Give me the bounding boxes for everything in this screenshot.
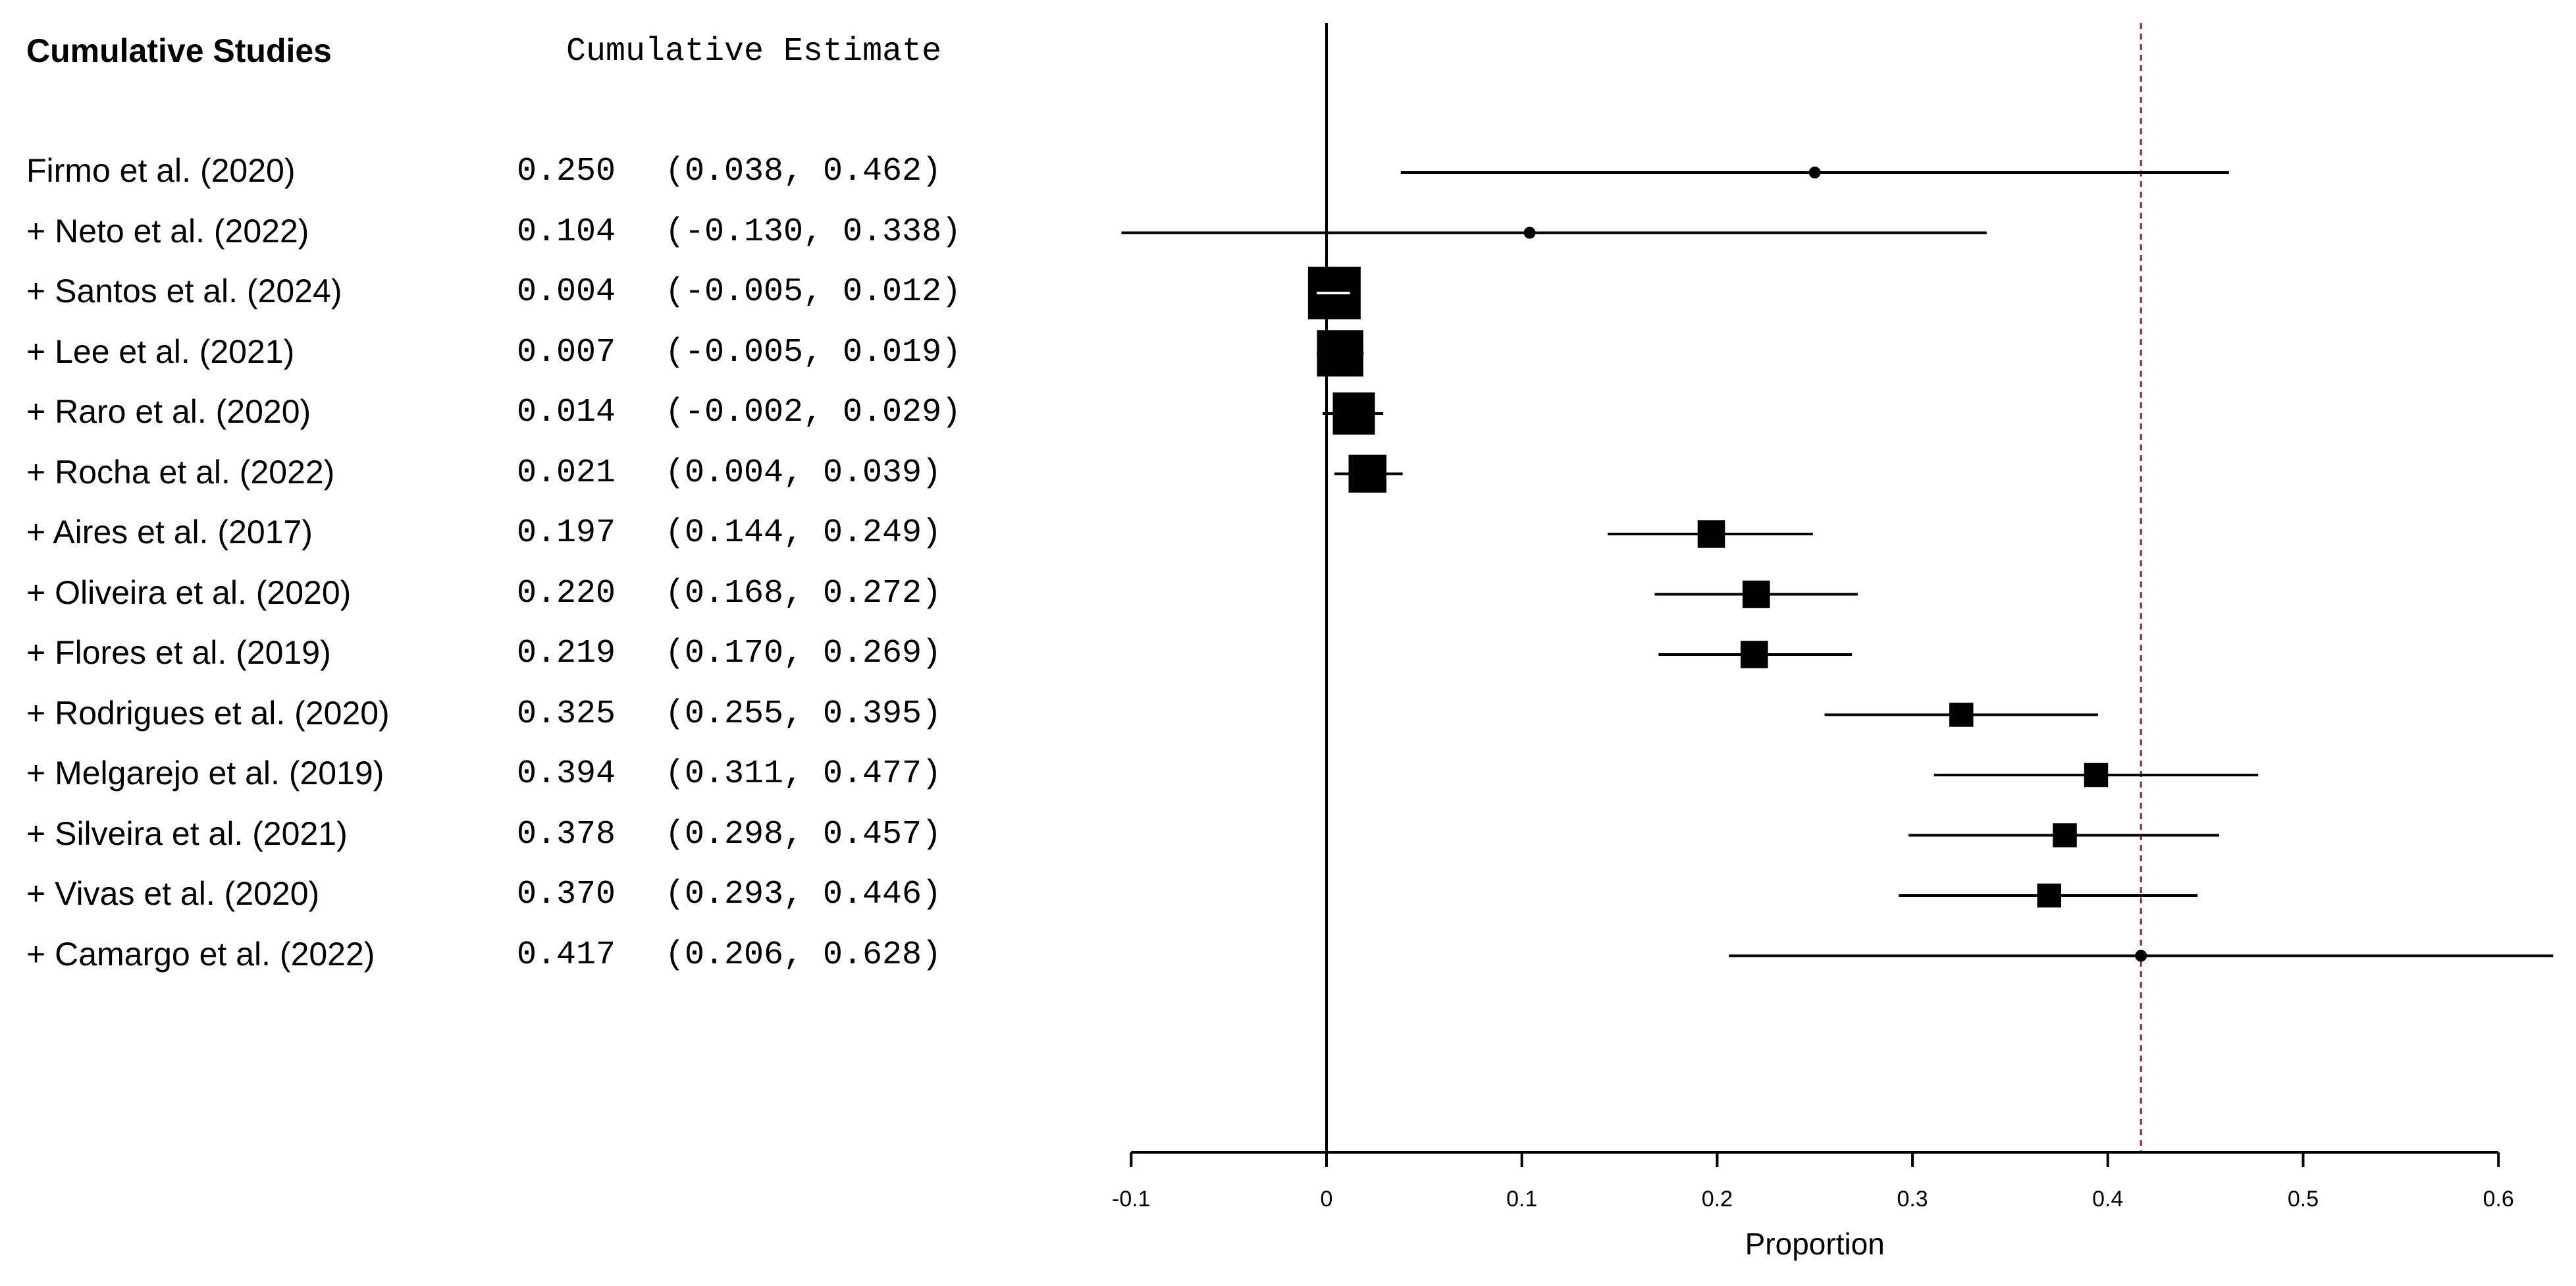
estimate-square xyxy=(2084,763,2109,788)
estimate-square xyxy=(1742,580,1770,608)
study-label: + Camargo et al. (2022) xyxy=(26,935,375,973)
estimate-square xyxy=(2053,823,2077,847)
confidence-interval-value: (0.004, 0.039) xyxy=(665,454,942,492)
study-label: + Rocha et al. (2022) xyxy=(26,453,335,491)
cumulative-estimate-value: 0.014 xyxy=(517,394,616,431)
confidence-interval-value: (-0.005, 0.019) xyxy=(665,333,962,371)
cumulative-estimate-value: 0.325 xyxy=(517,695,616,733)
x-tick-label: 0.4 xyxy=(2092,1187,2123,1212)
study-label: + Melgarejo et al. (2019) xyxy=(26,755,384,791)
cumulative-estimate-value: 0.004 xyxy=(517,273,616,311)
confidence-interval-value: (0.293, 0.446) xyxy=(665,876,942,913)
estimate-point xyxy=(1523,227,1536,239)
study-label: + Raro et al. (2020) xyxy=(26,393,311,430)
header-cumulative-studies: Cumulative Studies xyxy=(26,32,332,69)
estimate-square xyxy=(1949,703,1974,727)
study-label: + Rodrigues et al. (2020) xyxy=(26,694,390,732)
cumulative-estimate-value: 0.021 xyxy=(517,454,616,492)
confidence-interval-value: (0.144, 0.249) xyxy=(665,514,942,552)
x-tick-label: 0.3 xyxy=(1897,1187,1928,1212)
cumulative-estimate-value: 0.250 xyxy=(517,153,616,190)
x-tick-label: -0.1 xyxy=(1112,1187,1151,1212)
study-label: + Neto et al. (2022) xyxy=(26,212,309,250)
estimate-point xyxy=(1808,167,1821,178)
study-label: + Flores et al. (2019) xyxy=(26,634,331,671)
x-tick-label: 0.6 xyxy=(2483,1187,2514,1212)
study-label: + Lee et al. (2021) xyxy=(26,333,295,370)
study-label: Firmo et al. (2020) xyxy=(26,152,296,189)
study-label: + Vivas et al. (2020) xyxy=(26,875,320,912)
confidence-interval-value: (0.206, 0.628) xyxy=(665,936,942,974)
study-label: + Santos et al. (2024) xyxy=(26,273,342,309)
cumulative-estimate-value: 0.104 xyxy=(517,213,616,251)
x-tick-label: 0.2 xyxy=(1702,1187,1733,1212)
confidence-interval-value: (0.168, 0.272) xyxy=(665,574,942,612)
confidence-interval-value: (-0.002, 0.029) xyxy=(665,394,962,431)
confidence-interval-value: (0.311, 0.477) xyxy=(665,755,942,793)
estimate-square xyxy=(2037,883,2062,908)
x-tick-label: 0.5 xyxy=(2288,1187,2319,1212)
estimate-square xyxy=(1740,641,1768,668)
confidence-interval-value: (0.038, 0.462) xyxy=(665,153,942,190)
cumulative-estimate-value: 0.219 xyxy=(517,635,616,672)
cumulative-estimate-value: 0.220 xyxy=(517,574,616,612)
estimate-square xyxy=(1332,392,1375,435)
confidence-interval-value: (0.170, 0.269) xyxy=(665,635,942,672)
cumulative-estimate-value: 0.007 xyxy=(517,333,616,371)
cumulative-estimate-value: 0.378 xyxy=(517,815,616,853)
cumulative-estimate-value: 0.394 xyxy=(517,755,616,793)
cumulative-estimate-value: 0.417 xyxy=(517,936,616,974)
confidence-interval-value: (0.298, 0.457) xyxy=(665,815,942,853)
study-label: + Oliveira et al. (2020) xyxy=(26,574,352,611)
cumulative-estimate-value: 0.197 xyxy=(517,514,616,552)
estimate-square xyxy=(1697,520,1725,548)
study-label: + Silveira et al. (2021) xyxy=(26,815,348,852)
x-axis-title: Proportion xyxy=(1745,1227,1885,1261)
estimate-square xyxy=(1348,454,1387,493)
study-label: + Aires et al. (2017) xyxy=(26,514,313,550)
x-tick-label: 0.1 xyxy=(1506,1187,1537,1212)
confidence-interval-value: (-0.005, 0.012) xyxy=(665,273,962,311)
x-tick-label: 0 xyxy=(1321,1187,1333,1212)
cumulative-estimate-value: 0.370 xyxy=(517,876,616,913)
header-cumulative-estimate: Cumulative Estimate xyxy=(566,33,942,70)
confidence-interval-value: (0.255, 0.395) xyxy=(665,695,942,733)
confidence-interval-value: (-0.130, 0.338) xyxy=(665,213,962,251)
estimate-square xyxy=(1317,330,1363,377)
estimate-point xyxy=(2135,950,2147,962)
